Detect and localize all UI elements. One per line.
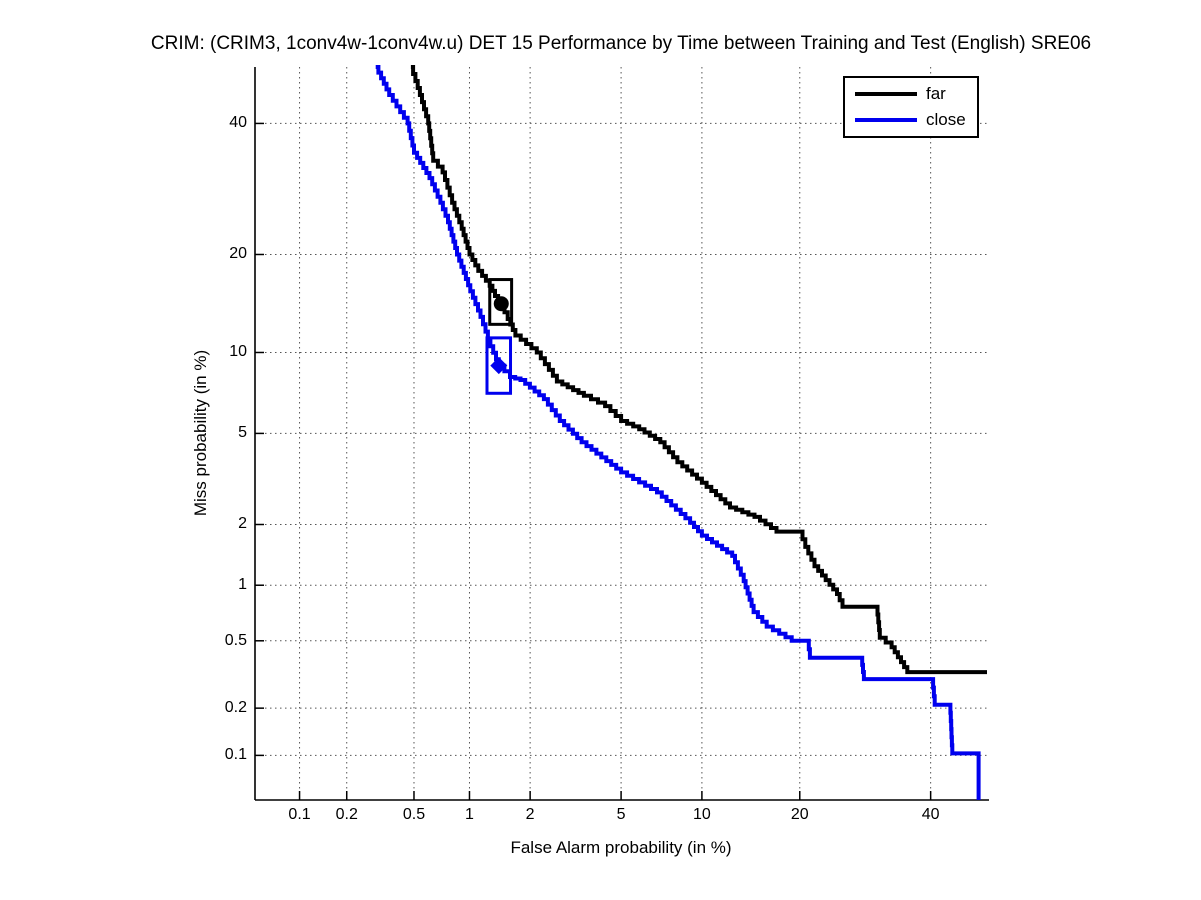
- legend-label-close: close: [926, 110, 966, 129]
- legend-entry-close: close: [845, 107, 977, 133]
- x-tick-label-5: 5: [616, 806, 626, 823]
- x-tick-label-0.5: 0.5: [402, 806, 426, 823]
- y-tick-label-0.2: 0.2: [224, 699, 247, 717]
- y-tick-label-5: 5: [238, 424, 247, 442]
- operating-point-far: [493, 296, 509, 312]
- y-tick-label-2: 2: [238, 515, 247, 533]
- y-tick-label-1: 1: [238, 576, 247, 594]
- y-tick-label-10: 10: [229, 343, 247, 361]
- y-tick-label-0.1: 0.1: [224, 746, 247, 764]
- x-tick-label-40: 40: [921, 806, 940, 823]
- y-axis-label: Miss probability (in %): [191, 349, 210, 517]
- x-axis-label: False Alarm probability (in %): [510, 838, 732, 857]
- det-curve-close: [375, 65, 981, 800]
- x-tick-label-10: 10: [693, 806, 711, 823]
- x-tick-label-20: 20: [790, 806, 809, 823]
- y-tick-label-0.5: 0.5: [224, 631, 247, 649]
- det-curve-far: [410, 65, 987, 675]
- x-tick-label-1: 1: [465, 806, 474, 823]
- legend-line-sample-far: [855, 92, 917, 96]
- operating-box-far: [488, 278, 514, 326]
- legend: far close: [843, 76, 979, 138]
- operating-point-close: [490, 357, 508, 375]
- chart-title: CRIM: (CRIM3, 1conv4w-1conv4w.u) DET 15 …: [150, 33, 1092, 54]
- legend-line-sample-close: [855, 118, 917, 122]
- y-tick-label-40: 40: [229, 114, 247, 132]
- legend-entry-far: far: [845, 81, 977, 107]
- operating-box-close: [485, 336, 513, 395]
- x-tick-label-0.1: 0.1: [288, 806, 311, 823]
- y-tick-label-20: 20: [229, 245, 247, 263]
- legend-label-far: far: [926, 84, 946, 103]
- x-tick-label-0.2: 0.2: [335, 806, 358, 823]
- x-tick-label-2: 2: [525, 806, 535, 823]
